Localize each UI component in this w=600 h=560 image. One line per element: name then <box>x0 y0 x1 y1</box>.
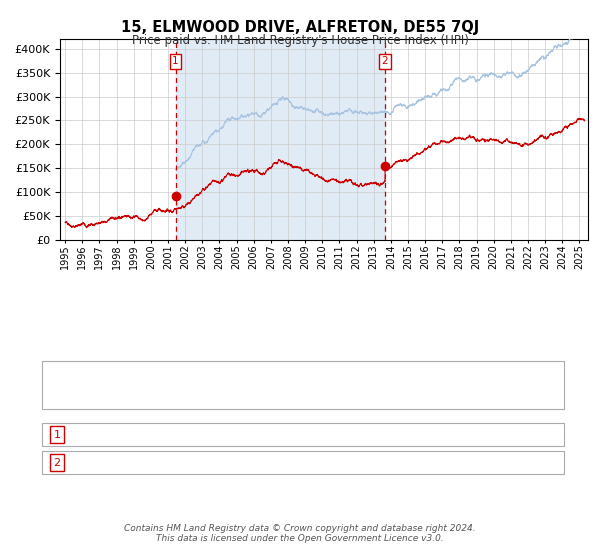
Text: Contains HM Land Registry data © Crown copyright and database right 2024.
This d: Contains HM Land Registry data © Crown c… <box>124 524 476 543</box>
Text: 2: 2 <box>382 56 388 66</box>
Text: Price paid vs. HM Land Registry's House Price Index (HPI): Price paid vs. HM Land Registry's House … <box>131 34 469 46</box>
Text: 1: 1 <box>172 56 179 66</box>
Text: £155,000: £155,000 <box>278 456 334 469</box>
Text: 2: 2 <box>53 458 61 468</box>
Bar <box>176 39 385 240</box>
Text: 1: 1 <box>53 430 61 440</box>
Text: HPI: Average price, detached house, Amber Valley: HPI: Average price, detached house, Ambe… <box>93 389 355 399</box>
Text: 15, ELMWOOD DRIVE, ALFRETON, DE55 7QJ (detached house): 15, ELMWOOD DRIVE, ALFRETON, DE55 7QJ (d… <box>93 368 415 379</box>
Text: 28-AUG-2013: 28-AUG-2013 <box>104 456 184 469</box>
Text: 15, ELMWOOD DRIVE, ALFRETON, DE55 7QJ: 15, ELMWOOD DRIVE, ALFRETON, DE55 7QJ <box>121 20 479 35</box>
Text: ≈ HPI: ≈ HPI <box>458 428 490 441</box>
Text: £91,950: £91,950 <box>282 428 330 441</box>
Text: 08-JUN-2001: 08-JUN-2001 <box>107 428 181 441</box>
Text: 19% ↓ HPI: 19% ↓ HPI <box>443 456 505 469</box>
